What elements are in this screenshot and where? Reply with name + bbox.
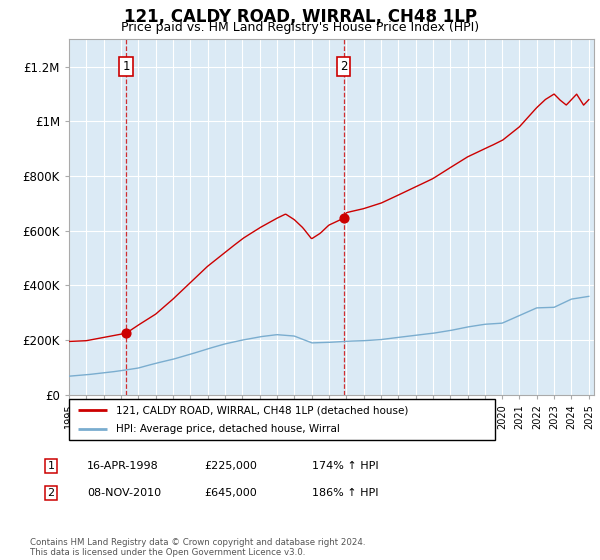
Text: 16-APR-1998: 16-APR-1998 (87, 461, 159, 471)
Text: 121, CALDY ROAD, WIRRAL, CH48 1LP: 121, CALDY ROAD, WIRRAL, CH48 1LP (124, 8, 476, 26)
Text: 1: 1 (47, 461, 55, 471)
Text: 2: 2 (47, 488, 55, 498)
Text: 121, CALDY ROAD, WIRRAL, CH48 1LP (detached house): 121, CALDY ROAD, WIRRAL, CH48 1LP (detac… (116, 405, 408, 415)
Text: Price paid vs. HM Land Registry's House Price Index (HPI): Price paid vs. HM Land Registry's House … (121, 21, 479, 34)
Text: HPI: Average price, detached house, Wirral: HPI: Average price, detached house, Wirr… (116, 424, 340, 435)
Text: £645,000: £645,000 (204, 488, 257, 498)
Text: 1: 1 (122, 60, 130, 73)
Text: 2: 2 (340, 60, 347, 73)
Text: Contains HM Land Registry data © Crown copyright and database right 2024.
This d: Contains HM Land Registry data © Crown c… (30, 538, 365, 557)
Text: 186% ↑ HPI: 186% ↑ HPI (312, 488, 379, 498)
Text: £225,000: £225,000 (204, 461, 257, 471)
Point (339, 214, 349, 223)
Text: 174% ↑ HPI: 174% ↑ HPI (312, 461, 379, 471)
Text: 08-NOV-2010: 08-NOV-2010 (87, 488, 161, 498)
Point (121, 329, 131, 338)
